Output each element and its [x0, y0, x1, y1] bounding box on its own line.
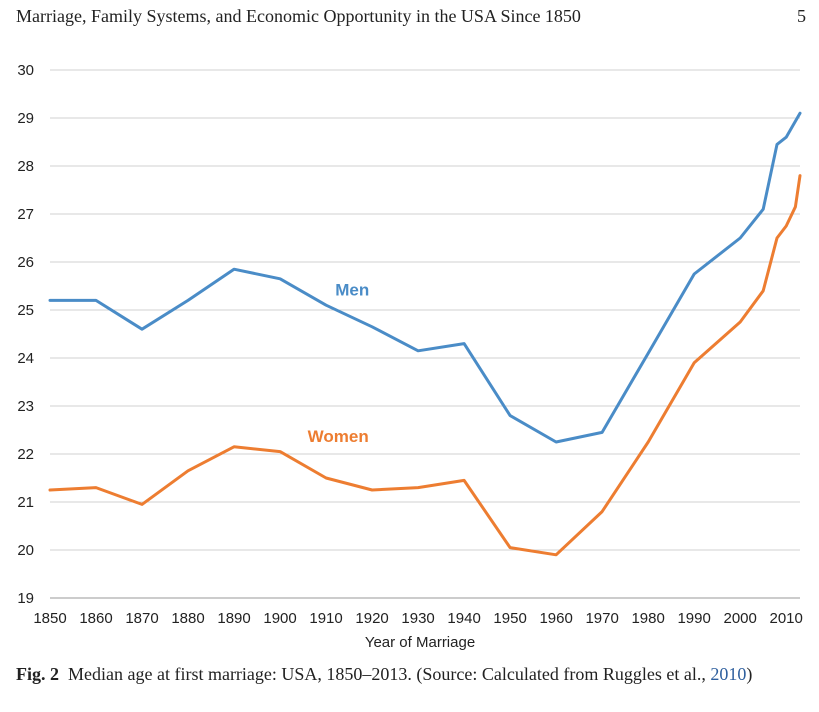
x-tick-label: 2010 — [770, 610, 803, 627]
y-tick-label: 20 — [17, 542, 34, 559]
x-tick-label: 1910 — [309, 610, 342, 627]
citation-year-link[interactable]: 2010 — [710, 664, 747, 684]
series-label-men: Men — [335, 281, 369, 300]
y-tick-label: 23 — [17, 398, 34, 415]
x-axis-label: Year of Marriage — [365, 634, 475, 651]
page-number: 5 — [797, 6, 806, 26]
x-tick-label: 1850 — [33, 610, 66, 627]
series-label-women: Women — [308, 427, 369, 446]
series-line-men — [48, 111, 802, 444]
x-tick-label: 2000 — [723, 610, 756, 627]
y-tick-label: 28 — [17, 158, 34, 175]
x-tick-label: 1970 — [585, 610, 618, 627]
series-line-women — [48, 174, 802, 557]
caption-closing: ) — [746, 664, 753, 684]
series-lines — [48, 111, 802, 557]
y-tick-label: 30 — [17, 62, 34, 79]
x-tick-label: 1990 — [677, 610, 710, 627]
x-tick-label: 1980 — [631, 610, 664, 627]
x-tick-label: 1920 — [355, 610, 388, 627]
y-tick-label: 29 — [17, 110, 34, 127]
figure-caption: Fig. 2 Median age at first marriage: USA… — [16, 663, 806, 685]
x-tick-label: 1930 — [401, 610, 434, 627]
x-tick-label: 1960 — [539, 610, 572, 627]
y-tick-label: 25 — [17, 302, 34, 319]
x-tick-label: 1950 — [493, 610, 526, 627]
figure-label: Fig. 2 — [16, 664, 59, 684]
x-tick-label: 1870 — [125, 610, 158, 627]
x-tick-label: 1940 — [447, 610, 480, 627]
running-head: Marriage, Family Systems, and Economic O… — [16, 6, 806, 30]
gridlines — [50, 69, 800, 599]
y-tick-labels: 19 20 21 22 23 24 25 26 27 28 29 30 — [17, 62, 34, 607]
running-title: Marriage, Family Systems, and Economic O… — [16, 6, 581, 26]
y-tick-label: 27 — [17, 206, 34, 223]
x-tick-label: 1900 — [263, 610, 296, 627]
y-tick-label: 19 — [17, 590, 34, 607]
y-tick-label: 22 — [17, 446, 34, 463]
caption-text: Median age at first marriage: USA, 1850–… — [68, 664, 711, 684]
x-tick-label: 1890 — [217, 610, 250, 627]
x-tick-labels: 1850 1860 1870 1880 1890 1900 1910 1920 1930 1940… — [33, 610, 803, 627]
series-labels: Men Women — [308, 281, 370, 446]
y-tick-label: 24 — [17, 350, 34, 367]
x-tick-label: 1880 — [171, 610, 204, 627]
y-tick-label: 26 — [17, 254, 34, 271]
x-tick-label: 1860 — [79, 610, 112, 627]
y-tick-label: 21 — [17, 494, 34, 511]
